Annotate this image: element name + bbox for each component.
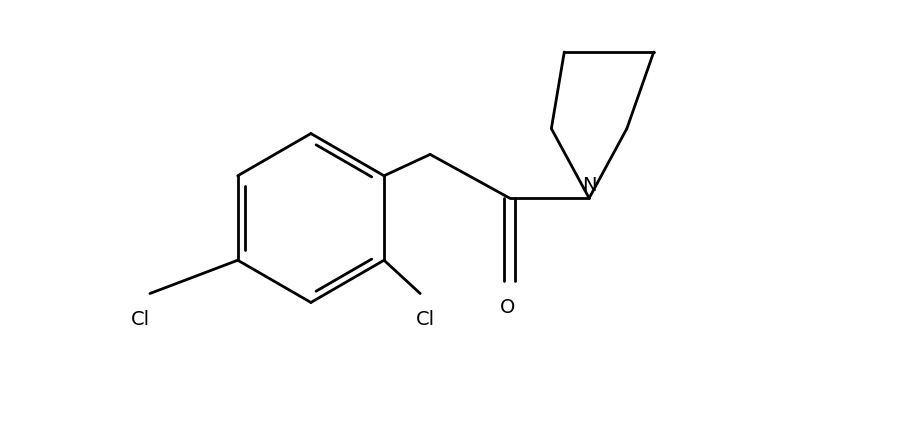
Text: N: N <box>582 176 596 195</box>
Text: Cl: Cl <box>131 310 150 330</box>
Text: Cl: Cl <box>416 310 435 330</box>
Text: O: O <box>500 299 515 317</box>
